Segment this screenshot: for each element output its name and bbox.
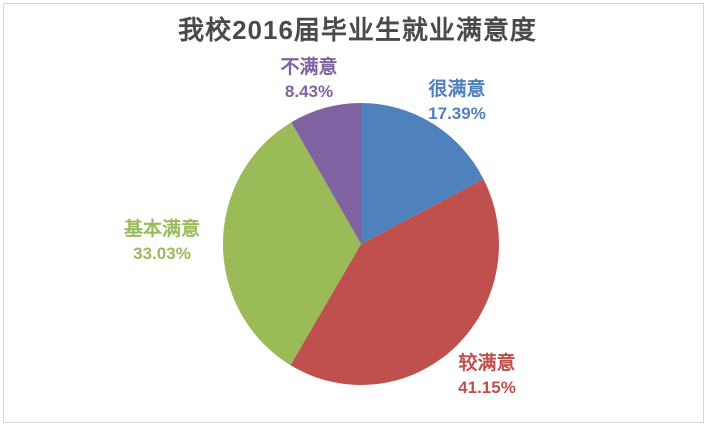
pie-slice-hen-manyi[interactable] bbox=[361, 103, 484, 244]
pie-slice-jiben-manyi[interactable] bbox=[223, 122, 361, 366]
slice-name: 较满意 bbox=[458, 353, 516, 374]
slice-percent: 33.03% bbox=[133, 243, 191, 263]
label-jiao-manyi: 较满意 41.15% bbox=[458, 351, 516, 400]
slice-name: 基本满意 bbox=[123, 219, 201, 240]
slice-percent: 8.43% bbox=[284, 81, 334, 101]
slice-name: 不满意 bbox=[280, 57, 338, 78]
slice-name: 很满意 bbox=[428, 79, 486, 100]
label-bu-manyi: 不满意 8.43% bbox=[280, 55, 337, 104]
label-hen-manyi: 很满意 17.39% bbox=[428, 77, 486, 126]
slice-percent: 17.39% bbox=[428, 103, 486, 123]
chart-title: 我校2016届毕业生就业满意度 bbox=[178, 15, 537, 45]
pie-slice-bu-manyi[interactable] bbox=[291, 103, 361, 244]
slice-percent: 41.15% bbox=[458, 377, 516, 397]
label-jiben-manyi: 基本满意 33.03% bbox=[124, 217, 200, 266]
pie-slice-jiao-manyi[interactable] bbox=[290, 179, 499, 385]
